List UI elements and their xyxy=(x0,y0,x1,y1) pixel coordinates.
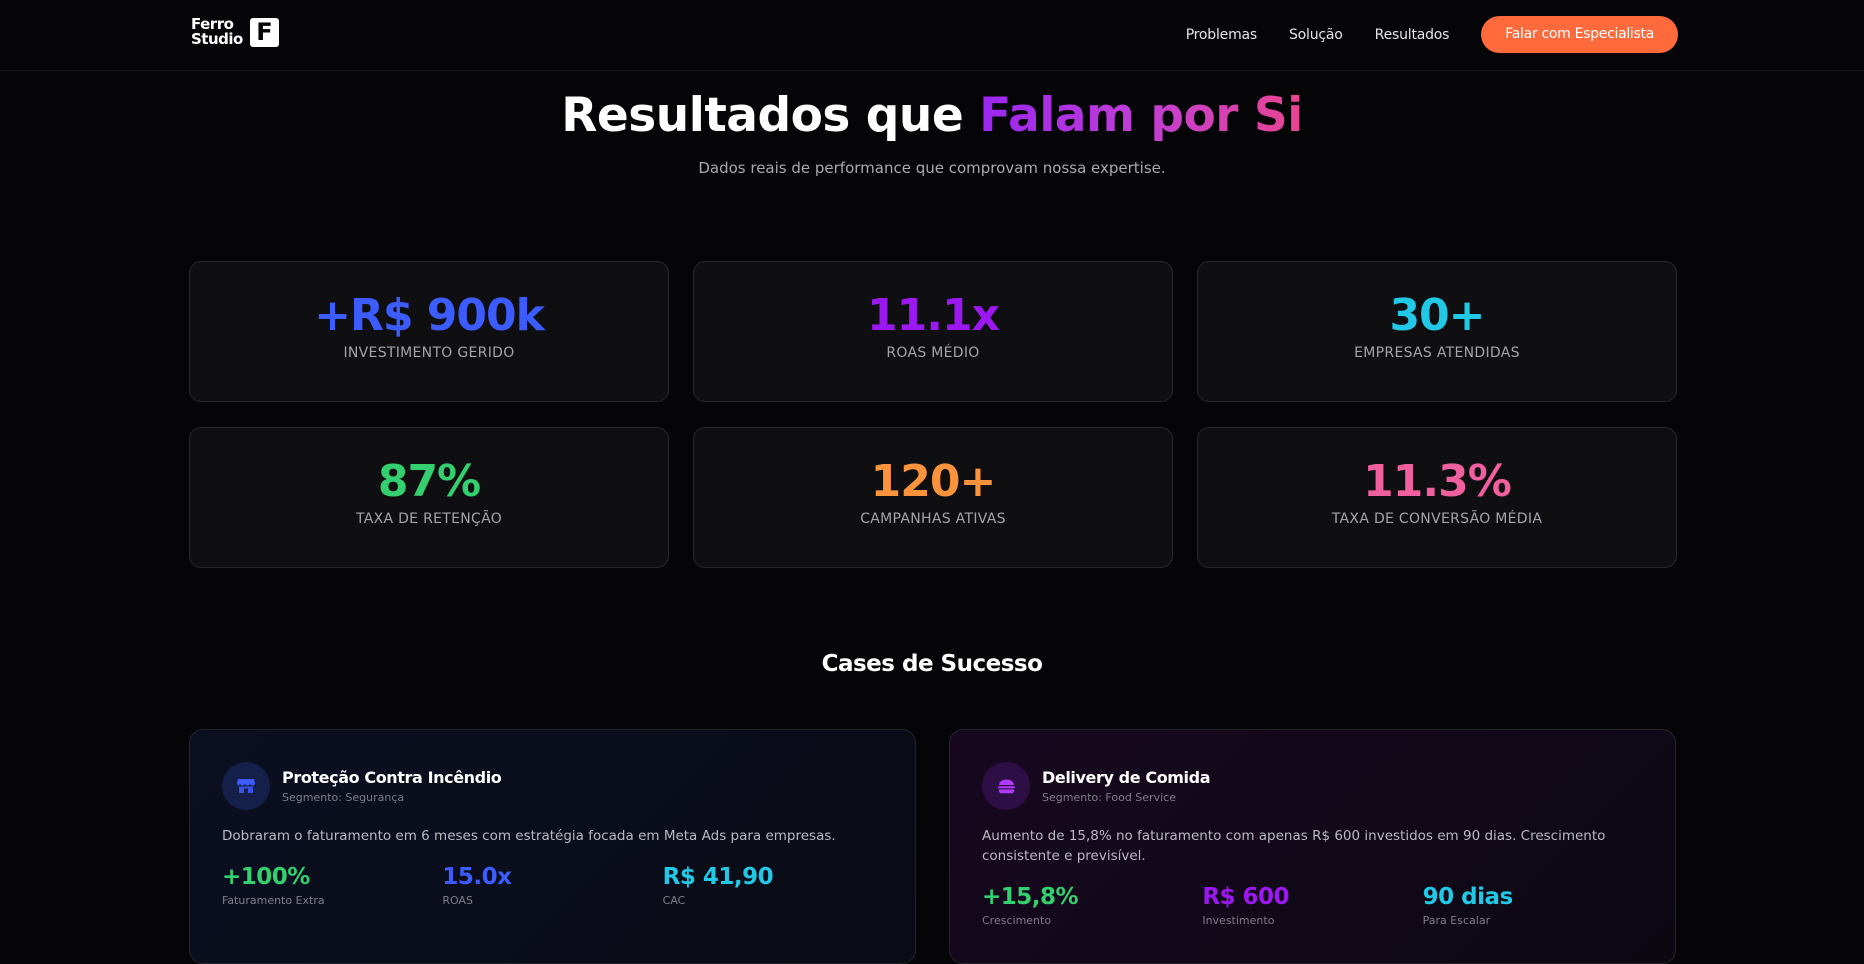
store-icon xyxy=(222,762,270,810)
stat-value: 87% xyxy=(377,456,481,507)
logo-text: Ferro Studio xyxy=(191,15,243,48)
case-card-fire-protection[interactable]: Proteção Contra Incêndio Segmento: Segur… xyxy=(189,729,916,964)
case-header: Delivery de Comida Segmento: Food Servic… xyxy=(982,762,1643,810)
nav-link-resultados[interactable]: Resultados xyxy=(1374,26,1450,43)
case-segment: Segmento: Food Service xyxy=(1042,791,1176,804)
case-metric: 90 dias Para Escalar xyxy=(1423,884,1643,927)
case-segment: Segmento: Segurança xyxy=(282,791,405,804)
nav-link-problemas[interactable]: Problemas xyxy=(1185,26,1258,43)
stat-value: 11.3% xyxy=(1363,456,1512,507)
case-description: Aumento de 15,8% no faturamento com apen… xyxy=(982,828,1606,864)
stat-card: 120+ CAMPANHAS ATIVAS xyxy=(693,427,1173,568)
metric-label: Investimento xyxy=(1202,914,1275,927)
case-metric: +100% Faturamento Extra xyxy=(222,864,442,907)
metric-label: Faturamento Extra xyxy=(222,894,325,907)
top-navbar: Ferro Studio F Problemas Solução Resulta… xyxy=(0,0,1864,71)
stat-card: +R$ 900k INVESTIMENTO GERIDO xyxy=(189,261,669,402)
title-plain: Resultados que xyxy=(561,88,980,143)
stat-card: 11.1x ROAS MÉDIO xyxy=(693,261,1173,402)
metric-value: R$ 600 xyxy=(1202,884,1290,910)
case-metric: R$ 41,90 CAC xyxy=(663,864,883,907)
case-card-food-delivery[interactable]: Delivery de Comida Segmento: Food Servic… xyxy=(949,729,1676,964)
metric-label: ROAS xyxy=(442,894,473,907)
metric-value: +100% xyxy=(222,864,310,890)
stat-value: +R$ 900k xyxy=(314,290,545,341)
stat-label: TAXA DE RETENÇÃO xyxy=(355,511,503,527)
stat-label: EMPRESAS ATENDIDAS xyxy=(1354,345,1520,361)
cases-section-title: Cases de Sucesso xyxy=(821,651,1043,677)
stat-label: INVESTIMENTO GERIDO xyxy=(343,345,515,361)
stat-card: 11.3% TAXA DE CONVERSÃO MÉDIA xyxy=(1197,427,1677,568)
nav-link-solucao[interactable]: Solução xyxy=(1289,26,1343,43)
metric-value: +15,8% xyxy=(982,884,1079,910)
metric-label: Para Escalar xyxy=(1422,914,1491,927)
case-metric: 15.0x ROAS xyxy=(442,864,662,907)
talk-to-specialist-button[interactable]: Falar com Especialista xyxy=(1481,16,1678,53)
brand-logo[interactable]: Ferro Studio F xyxy=(191,17,279,47)
logo-mark-icon: F xyxy=(250,17,279,47)
case-name: Proteção Contra Incêndio xyxy=(282,768,502,787)
case-header: Proteção Contra Incêndio Segmento: Segur… xyxy=(222,762,883,810)
burger-icon xyxy=(982,762,1030,810)
stat-value: 11.1x xyxy=(867,290,1000,341)
stat-value: 120+ xyxy=(870,456,997,507)
case-metrics: +100% Faturamento Extra 15.0x ROAS R$ 41… xyxy=(222,864,883,907)
stat-card: 87% TAXA DE RETENÇÃO xyxy=(189,427,669,568)
page-subtitle: Dados reais de performance que comprovam… xyxy=(698,159,1166,177)
case-metric: +15,8% Crescimento xyxy=(982,884,1202,927)
metric-label: CAC xyxy=(662,894,686,907)
case-description: Dobraram o faturamento em 6 meses com es… xyxy=(222,828,836,844)
stat-value: 30+ xyxy=(1389,290,1485,341)
metric-value: R$ 41,90 xyxy=(662,864,774,890)
title-highlight: Falam por Si xyxy=(979,88,1303,143)
case-metrics: +15,8% Crescimento R$ 600 Investimento 9… xyxy=(982,884,1643,927)
metric-value: 15.0x xyxy=(442,864,512,890)
stat-label: TAXA DE CONVERSÃO MÉDIA xyxy=(1331,511,1543,527)
stat-label: ROAS MÉDIO xyxy=(886,345,980,361)
stat-label: CAMPANHAS ATIVAS xyxy=(860,511,1006,527)
nav-links: Problemas Solução Resultados Falar com E… xyxy=(1186,16,1678,53)
page-title: Resultados que Falam por Si xyxy=(0,88,1864,143)
case-metric: R$ 600 Investimento xyxy=(1202,884,1422,927)
metric-label: Crescimento xyxy=(982,914,1052,927)
metric-value: 90 dias xyxy=(1422,884,1514,910)
stat-card: 30+ EMPRESAS ATENDIDAS xyxy=(1197,261,1677,402)
case-name: Delivery de Comida xyxy=(1042,768,1211,787)
stats-grid: +R$ 900k INVESTIMENTO GERIDO 11.1x ROAS … xyxy=(189,261,1677,568)
